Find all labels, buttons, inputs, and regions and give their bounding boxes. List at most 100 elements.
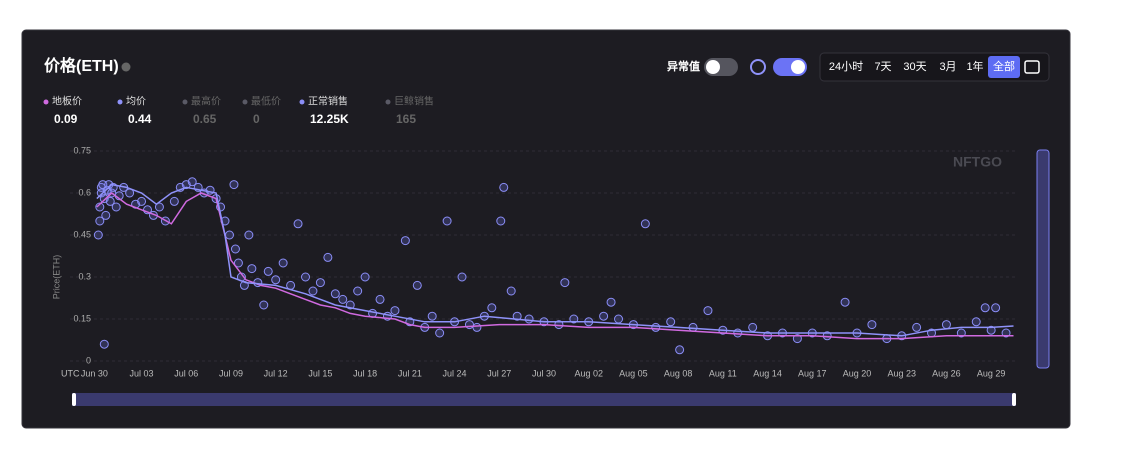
range-button[interactable]: 1年 — [966, 59, 983, 73]
sale-point — [224, 230, 234, 240]
x-tick-label: Jul 27 — [487, 368, 511, 378]
range-button[interactable]: 7天 — [874, 61, 891, 73]
legend-value: 0.09 — [54, 112, 78, 126]
x-tick-label: Jul 30 — [532, 368, 556, 378]
sale-point — [233, 258, 243, 268]
range-slider[interactable] — [72, 393, 1016, 406]
sale-point — [941, 320, 951, 330]
sale-point — [524, 314, 534, 324]
sale-point — [169, 196, 179, 206]
sale-point — [330, 289, 340, 299]
x-tick-label: Aug 26 — [932, 368, 961, 378]
range-button[interactable]: 全部 — [993, 59, 1015, 73]
calendar-icon[interactable] — [1024, 60, 1040, 74]
timezone: UTC — [61, 368, 80, 378]
sale-point — [301, 272, 311, 282]
sale-point — [442, 216, 452, 226]
slider-handle[interactable] — [1012, 393, 1016, 406]
sale-point — [435, 328, 445, 338]
sale-point — [748, 322, 758, 332]
sale-point — [971, 317, 981, 327]
x-tick-label: Jul 03 — [130, 368, 154, 378]
y-tick-label: 0 — [86, 355, 91, 365]
sale-point — [599, 311, 609, 321]
v-scrollbar[interactable] — [1036, 149, 1050, 369]
sale-point — [271, 275, 281, 285]
legend-dot — [117, 99, 123, 105]
sale-point — [512, 311, 522, 321]
sale-point — [375, 294, 385, 304]
toggle-knob — [706, 60, 720, 74]
sale-point — [792, 334, 802, 344]
legend-dot — [242, 99, 248, 105]
sale-point — [400, 236, 410, 246]
sale-point — [101, 210, 111, 220]
y-tick-label: 0.75 — [73, 145, 91, 155]
sale-point — [353, 286, 363, 296]
x-tick-label: Jul 09 — [219, 368, 243, 378]
sale-point — [229, 180, 239, 190]
sale-point — [980, 303, 990, 313]
legend-value: 0.65 — [193, 112, 217, 126]
legend-dot — [182, 99, 188, 105]
sale-point — [105, 196, 115, 206]
sale-point — [93, 230, 103, 240]
sale-point — [95, 202, 105, 212]
sale-point — [472, 322, 482, 332]
watermark: NFTGO — [953, 154, 1002, 170]
legend-name[interactable]: 最高价 — [191, 95, 221, 108]
legend-name[interactable]: 巨鲸销售 — [394, 95, 434, 108]
sale-point — [464, 320, 474, 330]
slider-handle[interactable] — [72, 393, 76, 406]
sale-point — [956, 328, 966, 338]
y-tick-label: 0.3 — [78, 271, 91, 281]
x-tick-label: Aug 08 — [664, 368, 693, 378]
x-tick-label: Jul 24 — [443, 368, 467, 378]
sale-point — [614, 314, 624, 324]
sale-point — [278, 258, 288, 268]
sale-point — [640, 219, 650, 229]
sale-point — [1001, 328, 1011, 338]
sale-point — [412, 280, 422, 290]
sale-point — [247, 264, 257, 274]
sale-point — [560, 278, 570, 288]
range-button[interactable]: 30天 — [903, 61, 926, 73]
legend-value: 0 — [253, 112, 260, 126]
sale-point — [675, 345, 685, 355]
range-button[interactable]: 3月 — [939, 61, 956, 73]
y-axis-label: Price(ETH) — [51, 255, 61, 300]
sale-point — [506, 286, 516, 296]
sale-point — [244, 230, 254, 240]
x-tick-label: Jul 06 — [174, 368, 198, 378]
legend-name[interactable]: 正常销售 — [308, 95, 348, 108]
sale-point — [867, 320, 877, 330]
legend-name[interactable]: 地板价 — [52, 95, 82, 108]
info-icon[interactable] — [121, 62, 131, 72]
sale-point — [427, 311, 437, 321]
sale-point — [912, 322, 922, 332]
range-selected — [988, 56, 1020, 78]
sale-point — [688, 322, 698, 332]
legend-dot — [43, 99, 49, 105]
toggle-knob — [791, 60, 805, 74]
legend-dot — [299, 99, 305, 105]
sale-point — [390, 306, 400, 316]
range-button[interactable]: 24小时 — [829, 60, 863, 73]
sale-point — [986, 325, 996, 335]
sale-point — [99, 339, 109, 349]
legend-name[interactable]: 均价 — [126, 96, 146, 108]
sale-point — [187, 177, 197, 187]
legend-name[interactable]: 最低价 — [251, 95, 281, 108]
legend-value: 12.25K — [310, 112, 349, 126]
x-tick-label: Aug 05 — [619, 368, 648, 378]
outlier-label: 异常值 — [667, 59, 700, 73]
sale-point — [487, 303, 497, 313]
sale-point — [733, 328, 743, 338]
sale-point — [95, 216, 105, 226]
sale-point — [338, 294, 348, 304]
line — [96, 192, 1014, 340]
legend-value: 0.44 — [128, 112, 152, 126]
legend-value: 165 — [396, 112, 416, 126]
sale-point — [259, 300, 269, 310]
x-tick-label: Aug 20 — [843, 368, 872, 378]
